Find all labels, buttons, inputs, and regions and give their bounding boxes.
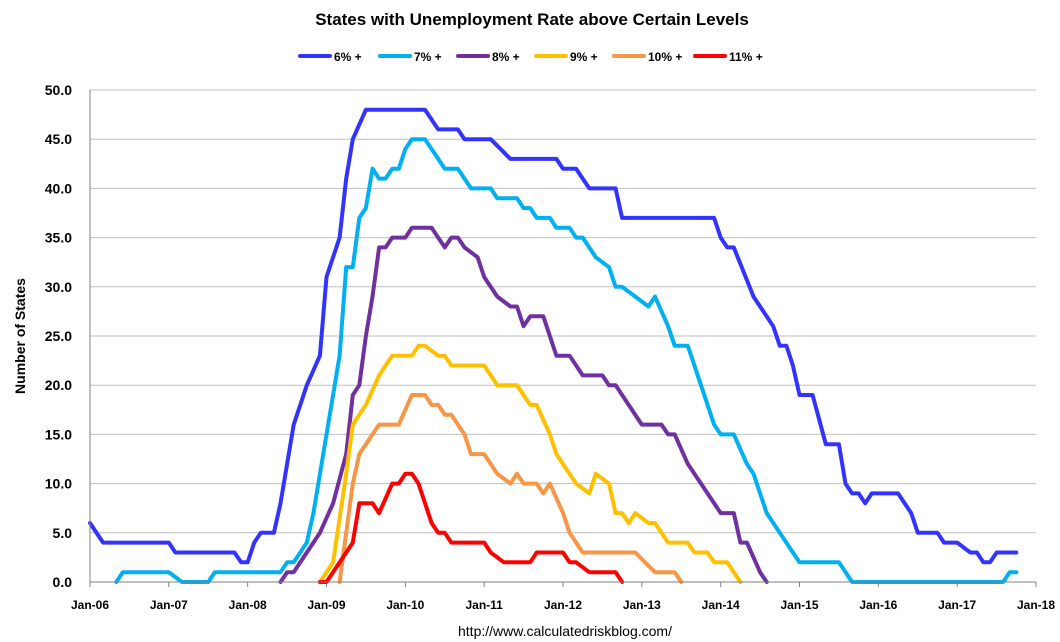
x-tick-label: Jan-06 bbox=[71, 598, 109, 612]
y-tick-label: 40.0 bbox=[45, 180, 72, 196]
x-tick-label: Jan-17 bbox=[938, 598, 976, 612]
x-tick-label: Jan-08 bbox=[229, 598, 267, 612]
y-tick-label: 25.0 bbox=[45, 328, 72, 344]
y-tick-label: 0.0 bbox=[53, 574, 73, 590]
y-tick-label: 15.0 bbox=[45, 426, 72, 442]
x-tick-label: Jan-13 bbox=[623, 598, 661, 612]
series-line-1 bbox=[88, 107, 1019, 565]
legend-label: 11% + bbox=[729, 50, 763, 64]
source-url: http://www.calculatedriskblog.com/ bbox=[458, 623, 672, 639]
legend-label: 6% + bbox=[334, 50, 362, 64]
y-tick-label: 45.0 bbox=[45, 131, 72, 147]
y-tick-label: 30.0 bbox=[45, 279, 72, 295]
y-tick-label: 35.0 bbox=[45, 230, 72, 246]
series-line-3 bbox=[278, 225, 769, 584]
x-tick-label: Jan-18 bbox=[1017, 598, 1055, 612]
series-line-6 bbox=[317, 471, 625, 584]
y-axis-ticks: 0.0 5.0 10.0 15.0 20.0 25.0 30.0 35.0 40.0 45.0 50… bbox=[45, 82, 72, 590]
legend-label: 9% + bbox=[570, 50, 598, 64]
x-tick-label: Jan-11 bbox=[465, 598, 503, 612]
chart-title: States with Unemployment Rate above Cert… bbox=[315, 10, 749, 29]
x-tick-label: Jan-10 bbox=[386, 598, 424, 612]
series-line-5 bbox=[337, 393, 684, 584]
y-tick-label: 5.0 bbox=[53, 525, 73, 541]
legend-item: 8% + bbox=[456, 50, 520, 64]
y-tick-label: 10.0 bbox=[45, 476, 72, 492]
y-tick-label: 20.0 bbox=[45, 377, 72, 393]
x-axis-ticks: Jan-06 Jan-07 Jan-08 Jan-09 Jan-10 Jan-11 Jan-… bbox=[71, 582, 1055, 612]
series-lines bbox=[88, 107, 1019, 584]
legend-item: 7% + bbox=[378, 50, 442, 64]
legend-label: 7% + bbox=[414, 50, 442, 64]
x-tick-label: Jan-09 bbox=[307, 598, 345, 612]
legend-item: 9% + bbox=[534, 50, 598, 64]
series-line-4 bbox=[317, 343, 743, 584]
y-tick-label: 50.0 bbox=[45, 82, 72, 98]
legend-item: 11% + bbox=[693, 50, 763, 64]
y-axis-label: Number of States bbox=[12, 278, 28, 394]
x-tick-label: Jan-15 bbox=[780, 598, 818, 612]
legend-item: 6% + bbox=[298, 50, 362, 64]
legend: 6% + 7% + 8% + 9% + 10% + 11% + bbox=[298, 50, 763, 64]
gridlines bbox=[90, 89, 1036, 534]
legend-label: 8% + bbox=[492, 50, 520, 64]
series-line-2 bbox=[114, 137, 1019, 584]
x-tick-label: Jan-07 bbox=[150, 598, 188, 612]
legend-label: 10% + bbox=[648, 50, 682, 64]
x-tick-label: Jan-16 bbox=[859, 598, 897, 612]
x-tick-label: Jan-12 bbox=[544, 598, 582, 612]
legend-item: 10% + bbox=[612, 50, 682, 64]
x-tick-label: Jan-14 bbox=[702, 598, 740, 612]
